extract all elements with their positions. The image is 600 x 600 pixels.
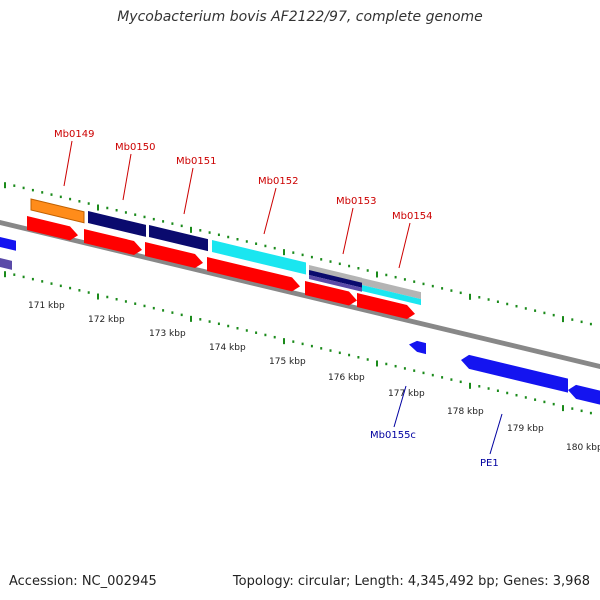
callout-line — [342, 207, 354, 255]
cds-arrow-1[interactable] — [27, 216, 78, 241]
cds-arrow-4[interactable] — [207, 257, 300, 292]
scale-label: 179 kbp — [507, 424, 544, 434]
gene-feature-mb0153-band[interactable] — [309, 275, 362, 292]
scale-label: 173 kbp — [149, 329, 186, 339]
callout-line — [393, 385, 407, 428]
scale-label: 180 kbp — [566, 443, 600, 453]
callout-line — [183, 167, 194, 215]
scale-label: 177 kbp — [388, 389, 425, 399]
gene-feature-right-blue[interactable] — [568, 384, 600, 407]
cds-arrow-2[interactable] — [84, 229, 142, 255]
gene-label[interactable]: Mb0153 — [336, 196, 376, 207]
topology-text: Topology: circular; Length: 4,345,492 bp… — [232, 574, 590, 589]
gene-label[interactable]: Mb0155c — [370, 430, 416, 441]
gene-label[interactable]: Mb0154 — [392, 211, 432, 222]
callout-line — [122, 153, 132, 201]
outer-tick-row — [4, 182, 592, 326]
scale-label: 176 kbp — [328, 373, 365, 383]
gene-label[interactable]: PE1 — [480, 458, 499, 469]
gene-label[interactable]: Mb0152 — [258, 176, 298, 187]
scale-label: 171 kbp — [28, 301, 65, 311]
accession-text: Accession: NC_002945 — [9, 574, 157, 589]
cds-arrow-5[interactable] — [305, 281, 357, 306]
scale-label: 175 kbp — [269, 357, 306, 367]
gene-feature-mb0154-top[interactable] — [362, 278, 421, 300]
gene-feature-mb0151[interactable] — [149, 225, 208, 252]
map-title: Mycobacterium bovis AF2122/97, complete … — [117, 9, 483, 25]
gene-feature-pe1[interactable] — [461, 354, 568, 393]
gene-feature-mb0150[interactable] — [88, 211, 146, 237]
gene-label[interactable]: Mb0150 — [115, 142, 155, 153]
gene-feature-mb0152[interactable] — [212, 240, 306, 275]
cds-arrow-6[interactable] — [357, 293, 415, 319]
scale-label: 174 kbp — [209, 343, 246, 353]
scale-label: 172 kbp — [88, 315, 125, 325]
inner-tick-row — [4, 271, 592, 415]
gene-feature-mb0154[interactable] — [362, 285, 421, 306]
callout-line — [398, 222, 411, 269]
callout-line — [63, 140, 73, 187]
gene-feature-left-blue[interactable] — [0, 236, 16, 251]
gene-feature-mb0149[interactable] — [30, 198, 85, 224]
gene-feature-left-purple[interactable] — [0, 257, 12, 270]
gene-label[interactable]: Mb0149 — [54, 129, 94, 140]
callout-line — [489, 413, 503, 455]
callout-line — [263, 187, 277, 235]
gene-label[interactable]: Mb0151 — [176, 156, 216, 167]
genome-backbone — [0, 220, 600, 369]
gene-feature-mb0155c[interactable] — [409, 340, 426, 355]
scale-label: 178 kbp — [447, 407, 484, 417]
gene-feature-mb0153-top[interactable] — [309, 265, 362, 284]
gene-feature-mb0153[interactable] — [309, 270, 362, 288]
cds-arrow-3[interactable] — [145, 242, 203, 268]
